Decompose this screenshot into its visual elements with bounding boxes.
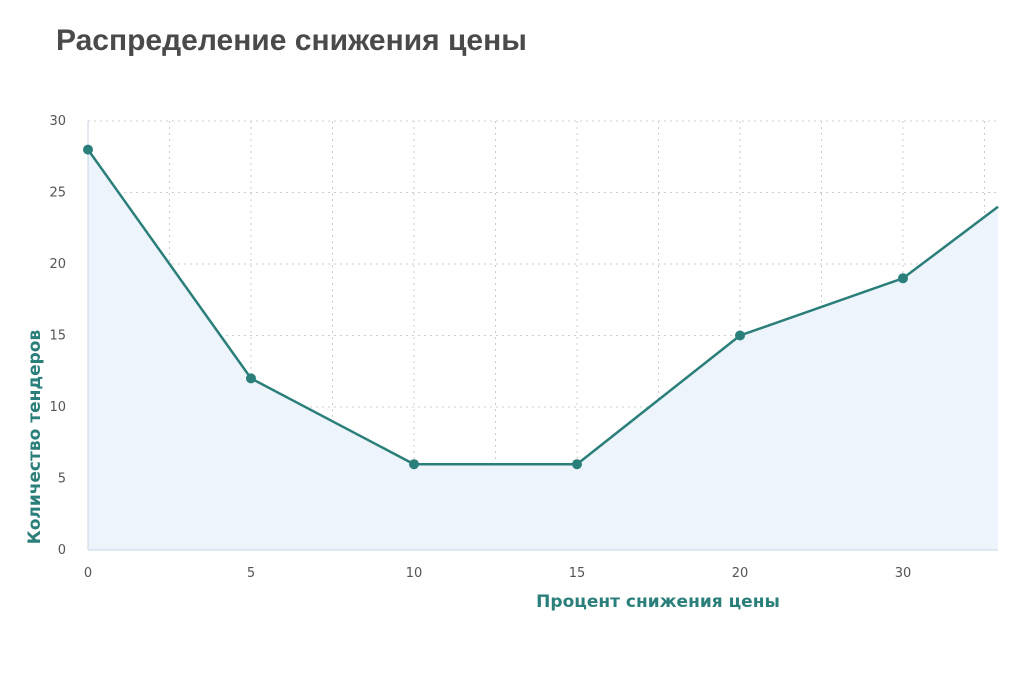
y-tick-label: 10 xyxy=(49,400,66,415)
y-tick-label: 20 xyxy=(49,257,66,272)
y-tick-label: 5 xyxy=(58,472,66,487)
x-axis-title: Процент снижения цены xyxy=(536,592,780,612)
y-tick-label: 0 xyxy=(58,543,66,558)
x-tick-label: 20 xyxy=(732,566,749,581)
x-tick-label: 5 xyxy=(247,566,255,581)
area-fill xyxy=(88,149,998,550)
y-tick-label: 15 xyxy=(49,329,66,344)
y-axis-title: Количество тендеров xyxy=(25,330,45,545)
y-tick-label: 25 xyxy=(49,186,66,201)
x-tick-label: 10 xyxy=(406,566,423,581)
data-points xyxy=(83,144,908,470)
x-tick-label: 0 xyxy=(84,566,92,581)
data-point-10 xyxy=(409,459,419,470)
x-tick-label: 30 xyxy=(895,566,912,581)
data-point-30 xyxy=(898,273,908,284)
x-tick-labels: 0 5 10 15 20 30 xyxy=(84,566,911,581)
data-point-15 xyxy=(572,459,582,470)
data-point-5 xyxy=(246,373,256,384)
y-tick-label: 30 xyxy=(49,114,66,129)
chart-title: Распределение снижения цены xyxy=(56,24,527,57)
x-tick-label: 15 xyxy=(569,566,586,581)
data-point-0 xyxy=(83,144,93,155)
data-point-20 xyxy=(735,330,745,341)
y-tick-labels: 0 5 10 15 20 25 30 xyxy=(49,114,66,558)
